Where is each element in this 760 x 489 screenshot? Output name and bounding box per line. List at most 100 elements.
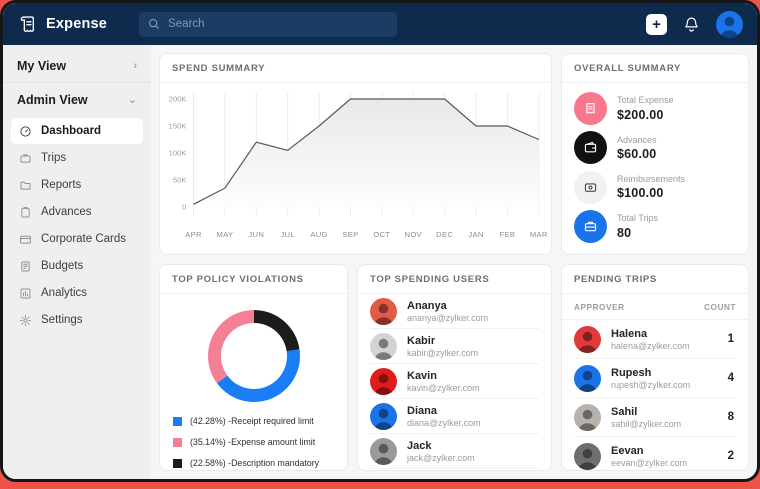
sidebar-item-corporate-cards[interactable]: Corporate Cards xyxy=(11,226,143,252)
top-policy-violations-title: TOP POLICY VIOLATIONS xyxy=(160,265,347,294)
user-name: Sahil xyxy=(611,405,638,418)
pending-trips-panel: PENDING TRIPS APPROVER COUNT Halena hale… xyxy=(561,264,749,471)
pending-trip-row[interactable]: Rupesh rupesh@zylker.com 4 xyxy=(574,359,736,398)
corporate-cards-icon xyxy=(19,233,32,246)
topbar-actions: + xyxy=(646,10,743,38)
overall-summary-panel: OVERALL SUMMARY Total Expense $200.00 Ad… xyxy=(561,53,749,255)
svg-text:NOV: NOV xyxy=(405,230,422,239)
donut-chart-wrap xyxy=(160,294,347,414)
user-email: kabir@zylker.com xyxy=(407,347,479,358)
svg-text:JAN: JAN xyxy=(468,230,483,239)
pending-trip-row[interactable]: Sahil sahil@zylker.com 8 xyxy=(574,398,736,437)
top-policy-violations-panel: TOP POLICY VIOLATIONS (42.28%) -Receipt … xyxy=(159,264,348,471)
user-email: diana@zylker.com xyxy=(407,417,481,428)
sidebar-item-settings[interactable]: Settings xyxy=(11,307,143,333)
user-list-item[interactable]: Diana diana@zylker.com xyxy=(370,399,539,434)
top-spending-users-panel: TOP SPENDING USERS Ananya ananya@zylker.… xyxy=(357,264,552,471)
sidebar-item-analytics[interactable]: Analytics xyxy=(11,280,143,306)
sidebar-item-advances[interactable]: Advances xyxy=(11,199,143,225)
sidebar: My View › Admin View ⌄ Dashboard Trips R… xyxy=(3,45,151,479)
user-name: Ananya xyxy=(407,299,447,312)
summary-item-label: Advances xyxy=(617,134,657,145)
svg-text:200K: 200K xyxy=(169,95,187,104)
top-navbar: Expense + xyxy=(3,3,757,45)
svg-text:MAR: MAR xyxy=(530,230,548,239)
user-email: halena@zylker.com xyxy=(611,340,690,351)
user-email: rupesh@zylker.com xyxy=(611,379,691,390)
wallet-icon xyxy=(574,131,607,165)
svg-text:MAY: MAY xyxy=(216,230,233,239)
summary-item-label: Total Trips xyxy=(617,213,659,224)
search-bar[interactable] xyxy=(139,11,398,37)
legend-item: (42.28%) -Receipt required limit xyxy=(173,416,334,426)
sidebar-nav: Dashboard Trips Reports Advances Corpora… xyxy=(3,116,151,333)
search-input[interactable] xyxy=(168,18,389,30)
count-column-header: COUNT xyxy=(704,302,736,312)
sidebar-item-dashboard[interactable]: Dashboard xyxy=(11,118,143,144)
user-list-item[interactable]: Kavin kavin@zylker.com xyxy=(370,364,539,399)
app-logo[interactable]: Expense xyxy=(17,14,107,35)
svg-text:SEP: SEP xyxy=(342,230,358,239)
pending-trip-row[interactable]: Halena halena@zylker.com 1 xyxy=(574,320,736,359)
approver-column-header: APPROVER xyxy=(574,302,625,312)
trip-count: 4 xyxy=(727,372,734,384)
spend-summary-title: SPEND SUMMARY xyxy=(160,54,551,83)
svg-text:APR: APR xyxy=(185,230,202,239)
sidebar-item-reports[interactable]: Reports xyxy=(11,172,143,198)
user-list-item[interactable]: Kabir kabir@zylker.com xyxy=(370,329,539,364)
legend-item: (22.58%) -Description mandatory xyxy=(173,458,334,468)
pending-trip-row[interactable]: Eevan eevan@zylker.com 2 xyxy=(574,437,736,470)
settings-icon xyxy=(19,314,32,327)
expense-logo-icon xyxy=(17,14,38,35)
trip-count: 2 xyxy=(727,450,734,462)
app-name: Expense xyxy=(46,16,108,32)
user-avatar[interactable] xyxy=(716,10,743,38)
summary-item-value: 80 xyxy=(617,225,632,240)
user-email: kavin@zylker.com xyxy=(407,382,480,393)
legend-swatch xyxy=(173,458,182,468)
overall-summary-title: OVERALL SUMMARY xyxy=(562,54,748,83)
svg-text:100K: 100K xyxy=(169,149,187,158)
svg-text:DEC: DEC xyxy=(436,230,453,239)
avatar xyxy=(574,364,601,392)
my-view-label: My View xyxy=(17,59,67,73)
overall-summary-list: Total Expense $200.00 Advances $60.00 Re… xyxy=(562,83,748,254)
sidebar-section-my-view[interactable]: My View › xyxy=(3,49,151,82)
user-list-item[interactable]: Jack jack@zylker.com xyxy=(370,434,539,469)
user-name: Eevan xyxy=(611,444,644,457)
legend-swatch xyxy=(173,416,182,426)
legend-text: (22.58%) -Description mandatory xyxy=(190,458,320,468)
user-name: Halena xyxy=(611,327,648,340)
svg-text:OCT: OCT xyxy=(373,230,390,239)
cash-icon xyxy=(574,170,607,204)
quick-add-button[interactable]: + xyxy=(646,13,667,35)
chart-y-axis-labels: 0 50K 100K 150K 200K xyxy=(169,95,187,212)
spend-summary-panel: SPEND SUMMARY 0 50K 100K 150K 200K xyxy=(159,53,552,255)
summary-item-value: $100.00 xyxy=(617,186,664,201)
avatar xyxy=(370,367,397,395)
user-email: eevan@zylker.com xyxy=(611,457,688,468)
pending-trips-list: Halena halena@zylker.com 1 Rupesh rupesh… xyxy=(562,320,748,470)
sidebar-item-trips[interactable]: Trips xyxy=(11,145,143,171)
notifications-bell-icon[interactable] xyxy=(683,16,700,33)
sidebar-section-admin-view[interactable]: Admin View ⌄ xyxy=(3,83,151,116)
receipt-icon xyxy=(574,92,607,126)
user-email: sahil@zylker.com xyxy=(611,418,682,429)
svg-text:AUG: AUG xyxy=(310,230,327,239)
pending-trips-title: PENDING TRIPS xyxy=(562,265,748,294)
user-list-item[interactable]: Ananya ananya@zylker.com xyxy=(370,294,539,329)
chevron-right-icon: › xyxy=(133,59,137,72)
user-name: Jack xyxy=(407,439,432,452)
plus-icon: + xyxy=(652,15,661,33)
avatar xyxy=(370,402,397,430)
sidebar-divider xyxy=(3,82,151,83)
avatar xyxy=(574,403,601,431)
svg-text:50K: 50K xyxy=(173,176,187,185)
summary-item-value: $200.00 xyxy=(617,107,664,122)
user-email: ananya@zylker.com xyxy=(407,312,489,323)
sidebar-item-budgets[interactable]: Budgets xyxy=(11,253,143,279)
summary-item: Reimbursements $100.00 xyxy=(574,170,736,204)
svg-text:JUN: JUN xyxy=(248,230,264,239)
main-content: SPEND SUMMARY 0 50K 100K 150K 200K xyxy=(151,45,757,479)
user-name: Kavin xyxy=(407,369,437,382)
